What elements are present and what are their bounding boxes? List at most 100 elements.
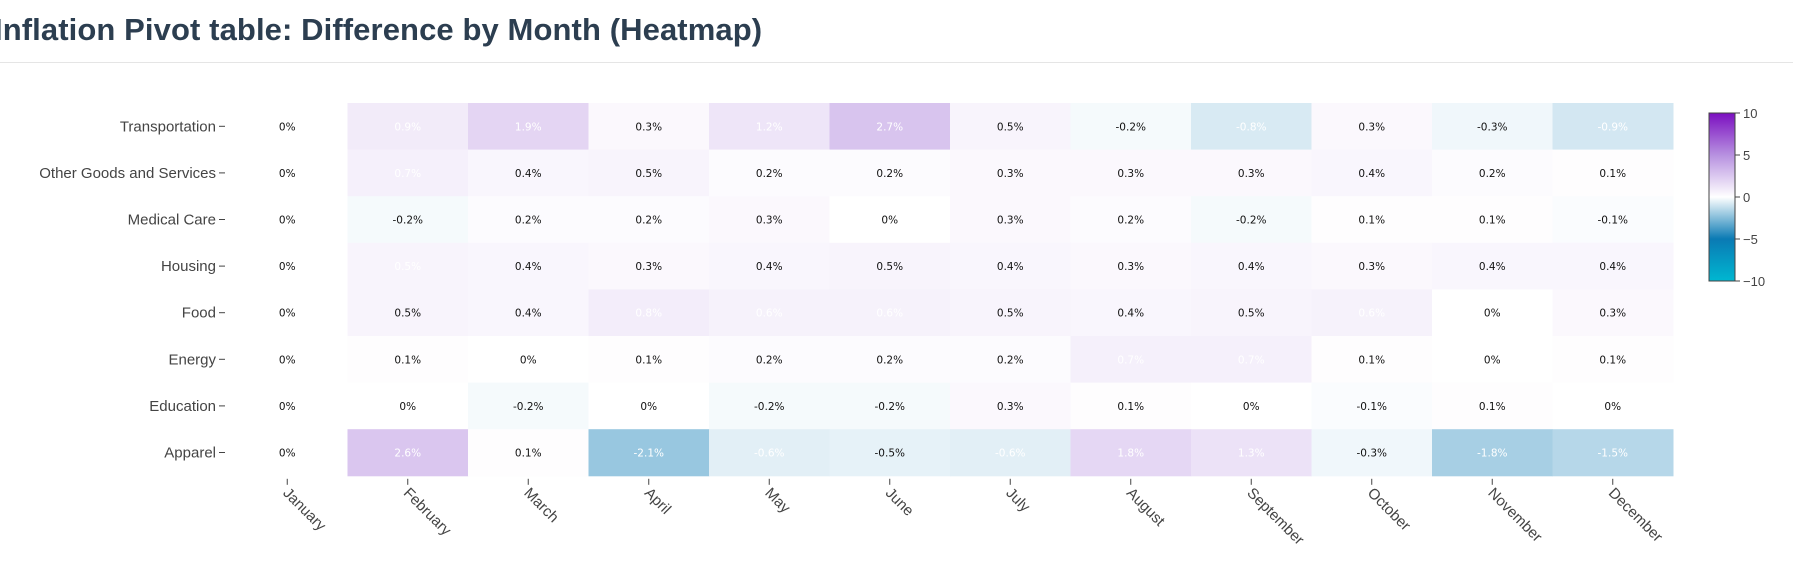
cell-value-label: -0.3% — [1357, 448, 1387, 460]
cell-value-label: 0.3% — [1358, 121, 1385, 133]
cell-value-label: 0% — [881, 215, 898, 227]
title-divider — [0, 62, 1793, 63]
heatmap-cell — [227, 242, 348, 290]
cell-value-label: 0% — [279, 121, 296, 133]
cell-value-label: 0% — [640, 401, 657, 413]
heatmap-cell — [1311, 242, 1433, 290]
heatmap-cell — [227, 382, 348, 430]
cell-value-label: 0.1% — [1117, 401, 1144, 413]
cell-value-label: 0.4% — [1117, 308, 1144, 320]
heatmap-cell — [950, 429, 1071, 477]
cell-value-label: -0.5% — [875, 448, 905, 460]
heatmap-cell — [227, 289, 348, 337]
cell-value-label: 0.2% — [876, 168, 903, 180]
x-axis: January February March April May June July Augu… — [279, 478, 1666, 549]
y-tick-label: Energy — [168, 351, 216, 368]
heatmap-cell — [1432, 149, 1553, 197]
heatmap-cell — [950, 289, 1071, 337]
heatmap-cell — [468, 103, 589, 151]
heatmap-cell — [588, 382, 710, 430]
y-tick-label: Other Goods and Services — [39, 165, 216, 182]
cell-value-label: 0% — [279, 354, 296, 366]
cell-value-label: 0.3% — [635, 261, 662, 273]
x-tick-label: September — [1243, 485, 1307, 549]
heatmap-cell — [347, 242, 469, 290]
heatmap-cell — [1191, 103, 1312, 151]
cell-value-label: 0.6% — [876, 308, 903, 320]
heatmap-cell — [829, 103, 951, 151]
cell-value-label: 0.2% — [1479, 168, 1506, 180]
cell-value-label: 0% — [279, 215, 296, 227]
cell-value-label: 0.4% — [515, 168, 542, 180]
cell-value-label: -0.2% — [1236, 215, 1266, 227]
colorbar-gradient — [1708, 112, 1736, 282]
cell-value-label: 0.8% — [635, 308, 662, 320]
cell-value-label: 0.3% — [1117, 168, 1144, 180]
heatmap-cell — [1311, 429, 1433, 477]
heatmap-cell — [347, 289, 469, 337]
heatmap-cell — [829, 149, 951, 197]
cell-value-label: 0.5% — [997, 121, 1024, 133]
cell-value-label: 0% — [399, 401, 416, 413]
heatmap-cell — [1311, 103, 1433, 151]
cell-value-label: -1.5% — [1598, 448, 1628, 460]
cell-value-label: 0.3% — [1238, 168, 1265, 180]
cell-value-label: 0.3% — [1599, 308, 1626, 320]
heatmap-cell — [227, 429, 348, 477]
cell-value-label: 0.2% — [1117, 215, 1144, 227]
cell-value-label: 0% — [1604, 401, 1621, 413]
cell-value-label: 2.7% — [876, 121, 903, 133]
cell-value-label: 0.5% — [876, 261, 903, 273]
cell-value-label: -2.1% — [634, 448, 664, 460]
heatmap-cell — [1552, 429, 1674, 477]
cell-value-label: 0.2% — [876, 354, 903, 366]
heatmap-cell — [1432, 242, 1553, 290]
cell-value-label: 0.2% — [997, 354, 1024, 366]
cell-value-label: 0.4% — [1238, 261, 1265, 273]
cell-value-label: 0.5% — [1238, 308, 1265, 320]
y-tick-label: Education — [149, 398, 216, 415]
cell-value-label: 0% — [1484, 354, 1501, 366]
heatmap-cell — [1552, 242, 1674, 290]
cell-value-label: 0% — [1243, 401, 1260, 413]
heatmap-cell — [1070, 103, 1192, 151]
cell-value-label: 0.2% — [515, 215, 542, 227]
heatmap-cell — [588, 336, 710, 384]
heatmap-cell — [227, 103, 348, 151]
heatmap-cell — [347, 196, 469, 244]
x-tick-label: April — [641, 485, 674, 518]
cell-value-label: 0.2% — [635, 215, 662, 227]
cell-value-label: 0.5% — [394, 308, 421, 320]
heatmap-cell — [468, 336, 589, 384]
cell-value-label: 0.1% — [1479, 215, 1506, 227]
colorbar-tick-label: −10 — [1743, 274, 1765, 289]
cell-value-label: 0.3% — [1117, 261, 1144, 273]
y-tick-label: Housing — [161, 258, 216, 275]
cell-value-label: -0.8% — [1236, 121, 1266, 133]
cell-value-label: 0.3% — [635, 121, 662, 133]
cell-value-label: 0.4% — [1479, 261, 1506, 273]
heatmap-cell — [829, 196, 951, 244]
heatmap-cell — [709, 103, 830, 151]
heatmap-cell — [950, 196, 1071, 244]
heatmap-cell — [1070, 196, 1192, 244]
heatmap-cell — [227, 336, 348, 384]
cell-value-label: 0.2% — [756, 354, 783, 366]
heatmap-cell — [950, 242, 1071, 290]
cell-value-label: 0.7% — [394, 168, 421, 180]
heatmap-cell — [709, 242, 830, 290]
heatmap-cell — [588, 242, 710, 290]
heatmap-cell — [1552, 382, 1674, 430]
heatmap-cell — [709, 149, 830, 197]
heatmap-cell — [468, 289, 589, 337]
heatmap-cell — [468, 429, 589, 477]
cell-value-label: 1.3% — [1238, 448, 1265, 460]
cell-value-label: 1.8% — [1117, 448, 1144, 460]
cell-value-label: 0.7% — [1238, 354, 1265, 366]
cell-value-label: 0.1% — [1358, 215, 1385, 227]
cell-value-label: -0.3% — [1477, 121, 1507, 133]
heatmap-cell — [709, 196, 830, 244]
heatmap-cell — [588, 289, 710, 337]
heatmap-cell — [468, 149, 589, 197]
